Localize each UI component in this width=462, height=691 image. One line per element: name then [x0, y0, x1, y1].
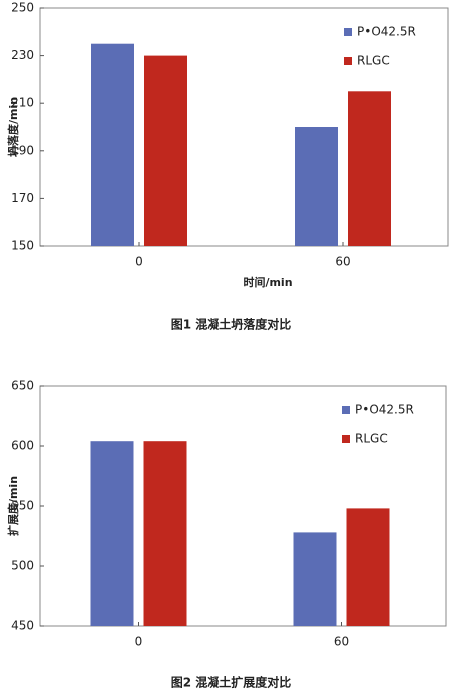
bar [293, 532, 337, 626]
legend-swatch [344, 28, 352, 36]
legend-swatch [344, 57, 352, 65]
bar [144, 55, 187, 246]
legend-swatch [342, 435, 350, 443]
y-tick-label: 600 [11, 439, 34, 453]
y-tick-label: 170 [11, 191, 34, 205]
y-tick-label: 250 [11, 1, 34, 15]
x-tick-label: 0 [135, 635, 143, 649]
y-axis-label: 坍落度/min [6, 97, 20, 157]
legend-label: RLGC [357, 54, 390, 68]
legend-swatch [342, 406, 350, 414]
y-tick-label: 230 [11, 48, 34, 62]
bar [91, 43, 134, 247]
legend-label: P•O42.5R [357, 25, 416, 39]
bar [346, 508, 390, 626]
legend-label: RLGC [355, 432, 388, 446]
y-tick-label: 210 [11, 96, 34, 110]
caption: 图1 混凝土坍落度对比 [171, 317, 292, 332]
x-axis-label: 时间/min [243, 275, 292, 289]
y-tick-label: 500 [11, 559, 34, 573]
y-tick-label: 150 [11, 239, 34, 253]
x-tick-label: 60 [334, 635, 349, 649]
legend-label: P•O42.5R [355, 403, 414, 417]
bar [295, 127, 338, 246]
x-tick-label: 0 [135, 255, 143, 269]
y-tick-label: 450 [11, 619, 34, 633]
x-tick-label: 60 [335, 255, 350, 269]
bar [90, 441, 134, 626]
plot-frame [39, 7, 449, 247]
bar [348, 91, 391, 246]
bar [143, 441, 187, 626]
caption: 图2 混凝土扩展度对比 [171, 675, 292, 690]
y-tick-label: 190 [11, 143, 34, 157]
y-tick-label: 550 [11, 499, 34, 513]
y-axis-label: 扩展度/min [6, 476, 20, 536]
y-tick-label: 650 [11, 379, 34, 393]
